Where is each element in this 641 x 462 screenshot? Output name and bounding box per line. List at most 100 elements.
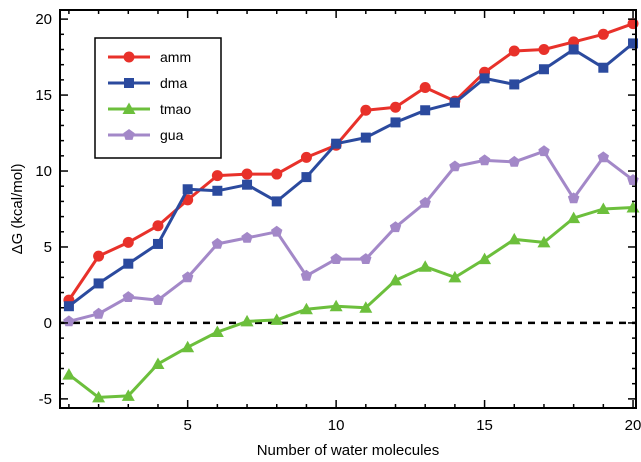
data-point-amm (152, 220, 164, 232)
plot-frame (59, 9, 637, 409)
data-point-tmao (121, 389, 135, 401)
legend-marker-gua (123, 129, 135, 140)
series-line-tmao (67, 206, 634, 399)
data-point-amm (508, 45, 520, 57)
data-point-dma (538, 64, 549, 75)
data-point-dma (628, 38, 639, 49)
plot-area (60, 18, 640, 403)
legend-marker-dma (124, 78, 134, 88)
data-point-amm (93, 250, 105, 262)
data-point-gua (300, 269, 313, 281)
data-point-gua (330, 253, 342, 264)
data-point-amm (538, 43, 550, 55)
data-point-amm (390, 101, 402, 113)
data-point-tmao (62, 368, 76, 380)
legend-item-dma: dma (108, 75, 187, 91)
series-tmao (62, 200, 640, 403)
data-point-tmao (448, 270, 462, 283)
data-point-amm (241, 168, 253, 180)
legend: amm dma tmao gua (94, 37, 222, 159)
x-tick-label: 5 (183, 417, 191, 434)
data-point-tmao (329, 299, 343, 312)
data-point-tmao (240, 314, 254, 327)
data-point-dma (390, 117, 401, 128)
data-point-tmao (359, 301, 373, 313)
data-point-dma (479, 73, 490, 84)
x-tick-label: 15 (476, 417, 493, 434)
y-tick-label: 15 (35, 87, 52, 104)
legend-item-tmao: tmao (108, 101, 191, 117)
data-point-gua (122, 291, 134, 302)
series-gua (63, 145, 639, 327)
data-point-tmao (151, 357, 165, 369)
data-point-amm (419, 81, 431, 93)
x-tick-label: 10 (328, 417, 345, 434)
legend-label: dma (160, 75, 187, 91)
series-dma (63, 38, 639, 312)
data-point-dma (212, 185, 223, 196)
data-point-gua (478, 154, 491, 166)
data-point-tmao (507, 232, 521, 245)
data-point-amm (360, 104, 372, 116)
data-point-tmao (596, 202, 610, 214)
data-point-dma (63, 301, 74, 312)
data-point-gua (389, 221, 402, 233)
data-point-amm (122, 236, 134, 248)
legend-label: tmao (160, 101, 191, 117)
data-point-amm (300, 151, 312, 163)
data-point-dma (509, 79, 520, 90)
data-point-gua (271, 225, 283, 237)
data-point-tmao (181, 340, 195, 353)
data-point-tmao (270, 313, 284, 325)
data-point-gua (567, 192, 580, 204)
legend-marker-tmao (122, 102, 136, 114)
legend-item-gua: gua (108, 127, 184, 143)
data-point-amm (211, 170, 223, 182)
data-point-gua (538, 145, 550, 157)
data-point-tmao (478, 252, 492, 265)
y-tick-label: 0 (44, 315, 52, 332)
data-point-dma (360, 132, 371, 143)
tick-labels: 5 10 15 20 -5 0 5 10 15 20 (35, 11, 641, 434)
data-point-dma (123, 258, 134, 269)
data-point-gua (419, 196, 431, 208)
data-point-amm (271, 168, 283, 180)
x-tick-label: 20 (625, 417, 641, 434)
data-point-dma (449, 97, 460, 108)
y-tick-label: 20 (35, 11, 52, 28)
data-point-dma (182, 184, 193, 195)
data-point-gua (508, 155, 520, 167)
series-line-gua (68, 149, 634, 323)
data-point-gua (63, 315, 75, 327)
data-point-dma (568, 44, 579, 55)
data-point-gua (597, 151, 609, 163)
data-point-dma (420, 105, 431, 116)
data-point-tmao (92, 390, 106, 403)
data-point-tmao (389, 273, 403, 286)
legend-marker-amm (123, 51, 135, 63)
legend-item-amm: amm (108, 49, 191, 65)
data-point-dma (93, 278, 104, 289)
data-point-gua (241, 231, 253, 243)
legend-label: amm (160, 49, 191, 65)
y-axis-title: ΔG (kcal/mol) (9, 164, 26, 255)
data-point-tmao (418, 260, 432, 272)
x-axis-title: Number of water molecules (257, 442, 440, 459)
y-tick-label: -5 (39, 391, 52, 408)
data-point-gua (449, 160, 461, 172)
data-point-tmao (299, 302, 313, 315)
data-point-dma (598, 62, 609, 73)
data-point-tmao (567, 211, 581, 224)
data-point-tmao (537, 235, 551, 248)
data-point-amm (597, 28, 609, 40)
data-point-tmao (210, 325, 224, 338)
data-point-dma (271, 196, 282, 207)
data-point-gua (211, 237, 224, 249)
data-point-dma (242, 179, 253, 190)
data-point-dma (152, 238, 163, 249)
data-point-gua (182, 271, 194, 283)
y-tick-label: 10 (35, 163, 52, 180)
data-point-gua (360, 253, 372, 264)
data-point-gua (92, 307, 105, 319)
